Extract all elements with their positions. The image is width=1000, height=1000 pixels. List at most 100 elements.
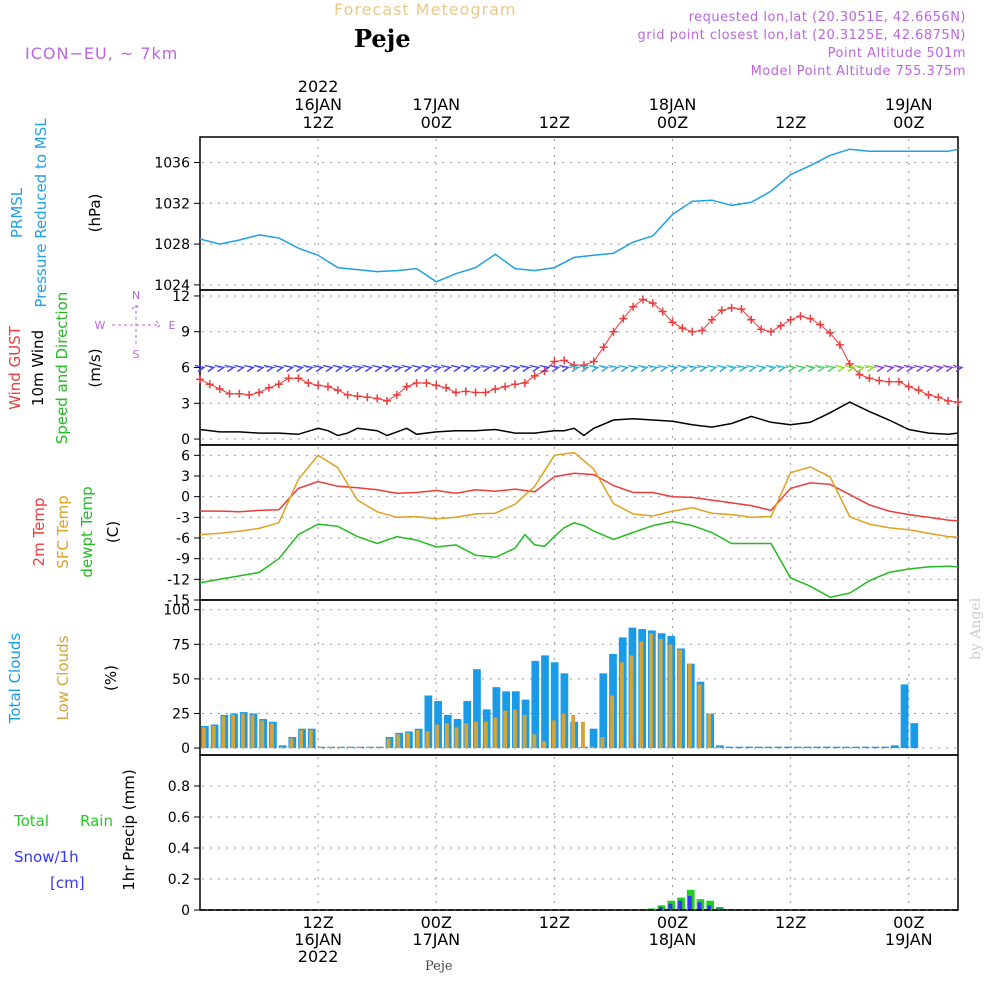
label-10m-wind: 10m Wind <box>29 330 47 406</box>
bar-total-clouds <box>793 746 802 749</box>
bar-total-clouds <box>813 746 821 749</box>
wind-arrow <box>696 364 708 373</box>
bar-low-clouds <box>483 721 488 749</box>
bar-low-clouds <box>493 717 498 749</box>
bar-low-clouds <box>444 723 449 749</box>
bar-low-clouds <box>279 746 284 749</box>
model-point-altitude: Model Point Altitude 755.375m <box>750 64 966 79</box>
y-tick-label: -9 <box>176 552 190 568</box>
wind-arrow <box>431 364 443 373</box>
series-wind <box>199 401 959 437</box>
gust-marker <box>835 340 844 349</box>
gust-marker <box>255 388 264 397</box>
y-tick-label: 0 <box>181 741 190 757</box>
bar-low-clouds <box>338 746 342 749</box>
gust-marker <box>924 390 933 399</box>
bar-total-clouds <box>550 662 559 749</box>
gust-marker <box>560 356 569 365</box>
y-tick-label: 3 <box>181 469 190 485</box>
wind-arrow <box>785 364 797 373</box>
gust-marker <box>461 387 470 396</box>
gust-marker <box>747 315 756 324</box>
x-bottom-tick-label: 00Z <box>657 913 688 932</box>
bar-total-clouds <box>861 746 870 749</box>
bar-snow <box>697 902 702 910</box>
wind-arrow <box>765 364 777 373</box>
bar-total-clouds <box>754 746 763 749</box>
gust-marker <box>264 383 273 392</box>
bar-total-clouds <box>589 728 598 749</box>
bar-low-clouds <box>542 741 546 749</box>
x-bottom-tick-label: 16JAN <box>294 930 342 949</box>
gust-marker <box>678 324 687 333</box>
bar-total-clouds <box>890 745 899 749</box>
bar-total-clouds <box>599 673 608 749</box>
wind-arrow <box>687 364 698 373</box>
gust-marker <box>392 390 401 399</box>
gust-marker <box>540 367 549 376</box>
wind-arrow <box>204 364 216 373</box>
panel-frame <box>199 754 959 911</box>
bar-total-clouds <box>560 673 569 749</box>
bar-low-clouds <box>357 746 362 749</box>
bar-low-clouds <box>668 644 673 749</box>
x-bottom-tick-label: 19JAN <box>885 930 933 949</box>
gust-marker <box>383 396 392 405</box>
gust-marker <box>786 315 795 324</box>
wind-arrow <box>952 364 964 373</box>
wind-arrow <box>775 364 787 373</box>
wind-arrow <box>716 364 728 373</box>
gust-marker <box>471 388 480 397</box>
gust-marker <box>284 374 293 383</box>
bar-snow <box>658 906 663 910</box>
gust-marker <box>520 379 529 387</box>
wind-arrow <box>421 364 433 373</box>
gust-marker <box>717 306 726 315</box>
chart-title: Forecast Meteogram <box>334 0 517 19</box>
wind-arrow <box>874 364 886 373</box>
gust-marker <box>294 374 303 383</box>
wind-arrow <box>312 364 324 373</box>
x-top-tick-label: 2022 <box>298 77 339 96</box>
wind-arrow <box>893 364 905 373</box>
wind-arrow <box>352 364 364 373</box>
wind-arrow <box>273 364 285 373</box>
bar-low-clouds <box>639 641 644 749</box>
wind-arrow <box>913 364 925 373</box>
label-dewpt-temp: dewpt Temp <box>78 486 96 577</box>
wind-arrow <box>618 364 630 373</box>
wind-arrow <box>194 364 206 373</box>
gust-marker <box>196 375 204 384</box>
y-tick-label: 50 <box>172 672 190 688</box>
bar-total-clouds <box>764 746 773 749</box>
gust-marker <box>333 386 342 395</box>
wind-arrow <box>342 364 354 373</box>
wind-arrow <box>667 364 679 373</box>
bar-low-clouds <box>211 725 216 749</box>
x-top-tick-label: 16JAN <box>294 95 342 114</box>
gust-marker <box>550 357 559 366</box>
wind-arrow <box>706 364 718 373</box>
requested-coords: requested lon,lat (20.3051E, 42.6656N) <box>688 10 966 25</box>
compass-s: S <box>133 348 140 361</box>
location-title: Peje <box>354 24 411 53</box>
gridpoint-coords: grid point closest lon,lat (20.3125E, 42… <box>637 28 966 43</box>
bar-low-clouds <box>600 737 605 749</box>
gust-marker <box>894 377 903 386</box>
bar-low-clouds <box>503 710 508 749</box>
wind-arrow <box>864 364 876 373</box>
x-bottom-tick-label: 12Z <box>775 913 806 932</box>
bar-low-clouds <box>270 723 274 749</box>
x-bottom-tick-label: 12Z <box>539 913 570 932</box>
bar-low-clouds <box>347 746 352 749</box>
y-tick-label: 1028 <box>154 237 190 253</box>
gust-marker <box>599 343 608 352</box>
bar-low-clouds <box>250 714 255 749</box>
gust-marker <box>609 327 618 336</box>
wind-arrow <box>539 364 551 373</box>
gust-marker <box>245 390 254 399</box>
wind-arrow <box>224 364 236 373</box>
bar-total-clouds <box>531 660 540 749</box>
wind-arrow <box>470 364 482 373</box>
